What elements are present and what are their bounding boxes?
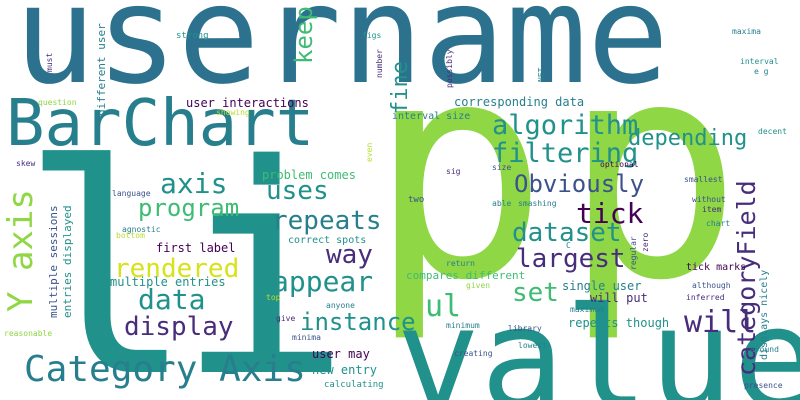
word-bottom: bottom — [116, 231, 145, 240]
word-e-g: e g — [754, 67, 769, 76]
word-will: will — [684, 305, 757, 340]
word-interval-size: interval size — [392, 111, 471, 122]
word-ul: ul — [425, 289, 462, 324]
word-appear: appear — [272, 265, 374, 298]
word-smashing: smashing — [518, 199, 557, 208]
word-chart: chart — [706, 219, 731, 228]
word-algorithm: algorithm — [492, 110, 639, 141]
word-strong: strong — [176, 31, 209, 41]
word-uses: uses — [266, 176, 329, 206]
word-fine: fine — [388, 61, 413, 114]
word-different-user: different user — [95, 23, 108, 116]
word-depending: depending — [628, 126, 748, 151]
word-reasonable: reasonable — [4, 329, 53, 338]
word-around: around — [750, 345, 779, 354]
word-largest: largest — [516, 244, 626, 274]
word-maxima: maxima — [732, 27, 761, 36]
word-display: display — [124, 312, 234, 342]
word-li: li — [20, 104, 351, 400]
word-y-axis: Y axis — [1, 189, 41, 312]
word-barchart: BarChart — [6, 87, 315, 161]
word-single-user: single user — [562, 279, 642, 293]
word-calculating: calculating — [324, 380, 384, 390]
word-value: value — [396, 278, 800, 400]
word-user-may: user may — [312, 347, 370, 361]
word-first-label: first label — [156, 241, 236, 255]
word-entries-displayed: entries displayed — [61, 205, 74, 318]
word-repeats-though: repeats though — [568, 316, 670, 330]
word-keep: keep — [290, 6, 318, 64]
word-decent: decent — [758, 127, 787, 136]
word-two: two — [408, 195, 425, 205]
word-interval: interval — [740, 57, 779, 66]
word-top: top — [266, 293, 281, 302]
word-figs: figs — [362, 31, 382, 40]
word-must: must — [45, 52, 54, 72]
word-instance: instance — [300, 308, 416, 336]
word-ve: ve — [596, 243, 606, 252]
word-corresponding-data: corresponding data — [454, 95, 585, 109]
word-although: although — [692, 281, 731, 290]
word-question: question — [38, 98, 77, 107]
word-compares-different: compares different — [406, 269, 526, 282]
word-return: return — [446, 259, 475, 268]
word-presence: presence — [744, 381, 783, 390]
word-given: given — [466, 281, 491, 290]
word-library: library — [508, 324, 542, 333]
word-multiple-sessions: multiple sessions — [47, 205, 60, 318]
word-even: even — [365, 142, 374, 162]
word-data: data — [138, 283, 206, 316]
word-repeats: repeats — [272, 206, 382, 236]
word-tick-marks: tick marks — [686, 262, 747, 273]
word-optional: optional — [600, 160, 639, 169]
word-sig: sig — [446, 167, 461, 176]
word-set: set — [512, 278, 559, 308]
word-new-entry: new entry — [312, 363, 378, 377]
word-inferred: inferred — [686, 293, 725, 302]
word-problem-comes: problem comes — [262, 168, 356, 182]
word-displays-nicely: displays nicely — [759, 269, 770, 360]
word-net: NET — [537, 67, 546, 82]
word-correct-spots: correct spots — [288, 235, 367, 246]
word-program: program — [138, 194, 240, 222]
word-username: username — [14, 0, 670, 115]
word-number: number — [375, 49, 384, 78]
word-anyone: anyone — [326, 301, 355, 310]
word-will-put: will put — [590, 291, 648, 305]
word-minima: minima — [292, 333, 321, 342]
word-item: item — [702, 205, 722, 214]
word-size: size — [492, 163, 512, 172]
word-without: without — [692, 195, 726, 204]
word-tick: tick — [576, 197, 644, 230]
word-rendered: rendered — [114, 254, 240, 284]
word-smallest: smallest — [684, 175, 723, 184]
word-p-left: p — [368, 0, 549, 346]
word-category-axis: Category Axis — [24, 349, 306, 390]
word-skew: skew — [16, 159, 36, 168]
word-obviously: Obviously — [514, 170, 645, 198]
word-lowest: lowest — [518, 341, 547, 350]
word-multiple-entries: multiple entries — [110, 275, 226, 289]
word-p-right: p — [562, 0, 743, 346]
word-minimum: minimum — [446, 321, 480, 330]
word-maximum: maximum — [570, 305, 604, 314]
word-user-interactions: user interactions — [186, 96, 309, 110]
word-agnostic: agnostic — [122, 225, 161, 234]
word-filtering: filtering — [492, 138, 639, 169]
word-give: give — [276, 314, 296, 323]
word-way: way — [326, 240, 373, 270]
word-zero: zero — [641, 232, 650, 252]
word-axis: axis — [160, 167, 228, 200]
word-language: language — [112, 189, 151, 198]
word-dataset: dataset — [512, 218, 622, 248]
word-regular: regular — [629, 236, 638, 270]
word-possibly: possibly — [445, 49, 454, 88]
word-c: C — [566, 241, 571, 250]
word-creating: creating — [454, 349, 493, 358]
word-able: able — [492, 199, 512, 208]
word-showing: showing — [216, 108, 250, 117]
